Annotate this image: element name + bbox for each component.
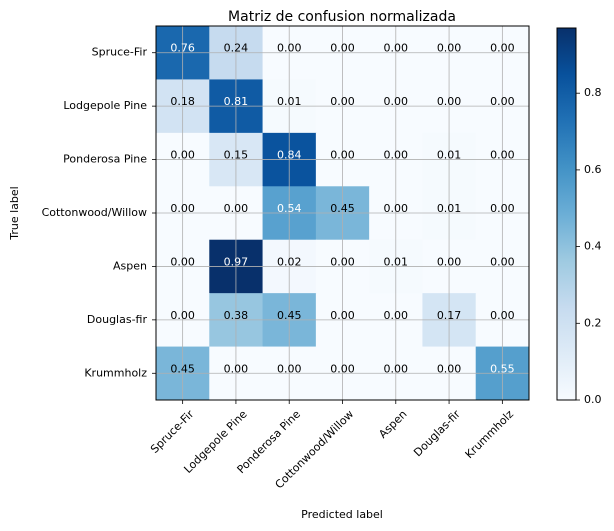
colorbar-tick-label: 0.6 xyxy=(584,163,602,176)
cell-value-label: 0.45 xyxy=(330,202,355,215)
cell-value-label: 0.00 xyxy=(490,309,515,322)
y-tick-label: Krummholz xyxy=(84,366,147,379)
y-tick-label: Douglas-fir xyxy=(87,313,148,326)
cell-value-label: 0.00 xyxy=(490,255,515,268)
colorbar-tick-label: 0.0 xyxy=(584,393,602,406)
cell-value-label: 0.02 xyxy=(277,255,302,268)
cell-value-label: 0.01 xyxy=(277,95,302,108)
cell-value-label: 0.00 xyxy=(170,202,195,215)
cell-value-label: 0.45 xyxy=(170,362,195,375)
x-tick-label: Douglas-fir xyxy=(411,407,463,459)
cell-value-label: 0.55 xyxy=(490,362,515,375)
colorbar-ticks: 0.0 0.2 0.4 0.6 0.8 xyxy=(576,86,602,406)
cell-value-label: 0.00 xyxy=(490,42,515,55)
cell-value-label: 0.01 xyxy=(437,202,462,215)
cell-value-label: 0.00 xyxy=(277,362,302,375)
cell-value-label: 0.97 xyxy=(224,255,249,268)
cell-value-label: 0.00 xyxy=(384,202,409,215)
cell-value-label: 0.81 xyxy=(224,95,249,108)
x-tick-label: Krummholz xyxy=(463,407,517,461)
cell-value-label: 0.54 xyxy=(277,202,302,215)
y-axis-ticks: Spruce-Fir Lodgepole Pine Ponderosa Pine Co… xyxy=(42,46,156,379)
cell-value-label: 0.00 xyxy=(170,309,195,322)
cell-value-label: 0.00 xyxy=(224,362,249,375)
cell-value-label: 0.84 xyxy=(277,149,302,162)
cell-value-label: 0.18 xyxy=(170,95,195,108)
cell-value-label: 0.00 xyxy=(490,202,515,215)
x-tick-label: Aspen xyxy=(376,408,409,441)
cell-value-label: 0.15 xyxy=(224,149,249,162)
cell-value-label: 0.00 xyxy=(490,95,515,108)
cell-value-label: 0.38 xyxy=(224,309,249,322)
colorbar xyxy=(556,27,577,401)
cell-value-label: 0.00 xyxy=(437,42,462,55)
colorbar-tick-label: 0.2 xyxy=(584,316,602,329)
x-axis-label: Predicted label xyxy=(301,508,383,521)
cell-value-label: 0.00 xyxy=(330,42,355,55)
cell-value-label: 0.00 xyxy=(224,202,249,215)
y-tick-label: Cottonwood/Willow xyxy=(42,206,147,219)
cell-value-label: 0.00 xyxy=(437,255,462,268)
chart-title: Matriz de confusion normalizada xyxy=(228,9,456,25)
cell-value-label: 0.00 xyxy=(384,95,409,108)
cell-value-label: 0.00 xyxy=(330,95,355,108)
cell-value-labels: 0.76 0.24 0.00 0.00 0.00 0.00 0.00 0.18 0.81 0.01… xyxy=(170,42,514,376)
cell-value-label: 0.01 xyxy=(384,255,409,268)
cell-value-label: 0.00 xyxy=(384,42,409,55)
y-tick-label: Lodgepole Pine xyxy=(63,99,147,112)
cell-value-label: 0.00 xyxy=(170,149,195,162)
y-tick-label: Spruce-Fir xyxy=(92,46,148,59)
cell-value-label: 0.00 xyxy=(384,149,409,162)
cell-value-label: 0.17 xyxy=(437,309,462,322)
cell-value-label: 0.00 xyxy=(330,255,355,268)
cell-value-label: 0.01 xyxy=(437,149,462,162)
colorbar-tick-label: 0.8 xyxy=(584,86,602,99)
cell-value-label: 0.76 xyxy=(170,42,195,55)
heatmap-grid xyxy=(156,26,529,400)
cell-value-label: 0.00 xyxy=(384,309,409,322)
y-axis-label: True label xyxy=(8,186,21,240)
cell-value-label: 0.24 xyxy=(224,42,249,55)
cell-value-label: 0.00 xyxy=(277,42,302,55)
colorbar-tick-label: 0.4 xyxy=(584,240,602,253)
y-tick-label: Ponderosa Pine xyxy=(63,153,147,166)
cell-value-label: 0.00 xyxy=(330,149,355,162)
cell-value-label: 0.00 xyxy=(384,362,409,375)
cell-value-label: 0.00 xyxy=(437,95,462,108)
cell-value-label: 0.00 xyxy=(330,309,355,322)
y-tick-label: Aspen xyxy=(113,259,147,272)
cell-value-label: 0.00 xyxy=(437,362,462,375)
cell-value-label: 0.00 xyxy=(490,149,515,162)
cell-value-label: 0.00 xyxy=(330,362,355,375)
cell-value-label: 0.00 xyxy=(170,255,195,268)
cell-value-label: 0.45 xyxy=(277,309,302,322)
x-tick-label: Spruce-Fir xyxy=(148,407,197,456)
